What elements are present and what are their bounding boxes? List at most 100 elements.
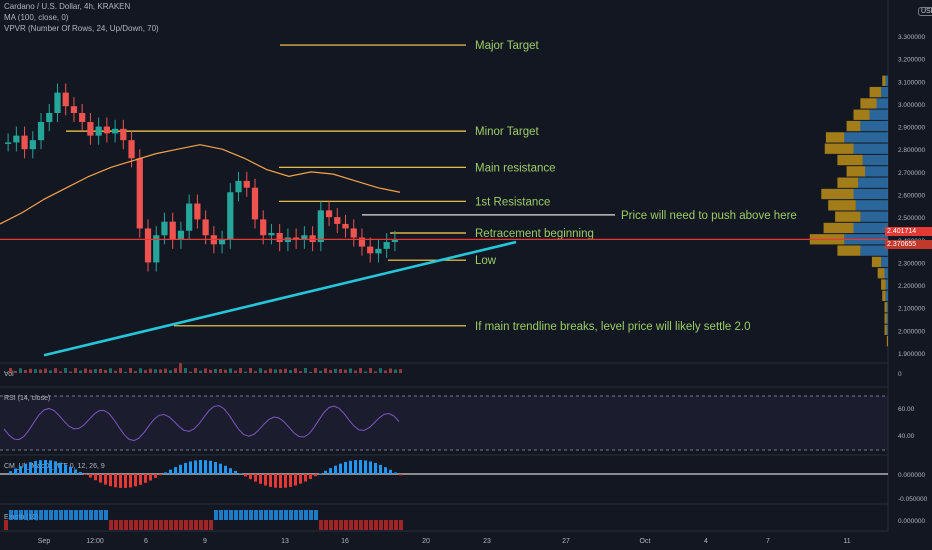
volume-bar — [389, 368, 392, 373]
time-axis-label: 12:00 — [86, 538, 104, 545]
vpvr-indicator-label[interactable]: VPVR (Number Of Rows, 24, Up/Down, 70) — [4, 24, 159, 33]
macd-histogram-bar — [124, 474, 127, 488]
volume-bar — [194, 368, 197, 373]
bottom-axis-label: 0.000000 — [898, 518, 925, 525]
volume-bar — [304, 368, 307, 373]
candle-body — [169, 221, 176, 240]
candle-body — [29, 140, 36, 150]
macd-histogram-bar — [29, 462, 32, 474]
volume-axis-label: 0 — [898, 371, 902, 378]
bottom-indicator-bar — [339, 520, 343, 530]
macd-histogram-bar — [139, 474, 142, 485]
bottom-indicator-bar — [44, 510, 48, 520]
volume-bar — [364, 371, 367, 373]
symbol-title: Cardano / U.S. Dollar, 4h, KRAKEN — [4, 2, 131, 11]
annotation-label: Main resistance — [475, 162, 556, 174]
macd-histogram-bar — [214, 462, 217, 474]
volume-bar — [139, 368, 142, 373]
annotation-label: If main trendline breaks, level price wi… — [475, 321, 750, 333]
bottom-indicator-bar — [379, 520, 383, 530]
vpvr-down-bar — [869, 109, 888, 120]
volume-bar — [334, 368, 337, 373]
macd-histogram-bar — [54, 461, 57, 474]
macd-histogram-bar — [94, 474, 97, 481]
price-axis-label: 2.500000 — [898, 215, 925, 222]
rsi-band — [0, 396, 888, 450]
bottom-indicator-bar — [154, 520, 158, 530]
macd-histogram-bar — [394, 472, 397, 474]
volume-bar — [234, 370, 237, 373]
macd-histogram-bar — [164, 472, 167, 474]
price-axis-label: 2.300000 — [898, 260, 925, 267]
bottom-indicator-bar — [309, 510, 313, 520]
macd-histogram-bar — [339, 463, 342, 474]
volume-bar — [159, 369, 162, 373]
macd-histogram-bar — [334, 465, 337, 474]
macd-histogram-bar — [24, 463, 27, 474]
macd-histogram-bar — [9, 471, 12, 474]
vpvr-up-bar — [846, 166, 865, 177]
vpvr-up-bar — [884, 302, 887, 313]
currency-badge[interactable]: USD — [918, 7, 932, 16]
volume-bar — [229, 368, 232, 373]
candle-body — [218, 239, 226, 245]
bottom-indicator-bar — [399, 520, 403, 530]
bottom-indicator-bar — [124, 520, 128, 530]
macd-histogram-bar — [14, 468, 17, 474]
volume-bar — [399, 369, 402, 373]
candle-body — [243, 180, 250, 188]
macd-histogram-bar — [49, 460, 52, 474]
bottom-indicator-bar — [364, 520, 368, 530]
volume-bar — [4, 372, 7, 373]
price-axis-label: 2.100000 — [898, 306, 925, 313]
vpvr-down-bar — [885, 75, 888, 86]
macd-histogram-bar — [374, 462, 377, 474]
vpvr-down-bar — [885, 279, 888, 290]
vpvr-up-bar — [884, 324, 887, 336]
bottom-indicator-bar — [99, 510, 103, 520]
ma-price-tag: 2.370655 — [885, 240, 932, 249]
macd-histogram-bar — [384, 467, 387, 474]
bottom-indicator-bar — [349, 520, 353, 530]
volume-bar — [149, 368, 152, 373]
candle-body — [235, 180, 242, 193]
candle-body — [177, 230, 185, 240]
volume-bar — [109, 368, 112, 373]
bottom-indicator-bar — [104, 510, 108, 520]
ma-indicator-label[interactable]: MA (100, close, 0) — [4, 13, 69, 22]
macd-histogram-bar — [324, 470, 327, 474]
volume-bar — [339, 369, 342, 373]
candle-body — [342, 223, 349, 229]
macd-histogram-bar — [234, 470, 237, 474]
volume-bar — [49, 370, 52, 373]
candle-body — [325, 210, 333, 218]
bottom-indicator-bar — [114, 520, 118, 530]
volume-bar — [59, 371, 62, 373]
volume-bar — [184, 368, 187, 373]
volume-bar — [99, 368, 102, 373]
macd-histogram-bar — [64, 464, 67, 474]
macd-histogram-bar — [194, 460, 197, 474]
candle-body — [276, 232, 283, 243]
candle-body — [54, 92, 61, 113]
vpvr-up-bar — [884, 313, 887, 324]
macd-histogram-bar — [144, 474, 147, 483]
vpvr-up-bar — [882, 290, 886, 302]
candle-body — [367, 246, 374, 254]
macd-histogram-bar — [104, 474, 107, 485]
vpvr-down-bar — [853, 222, 888, 234]
time-axis-label: 11 — [843, 538, 850, 545]
volume-bar — [124, 371, 127, 373]
bottom-indicator-bar — [289, 510, 293, 520]
macd-histogram-bar — [74, 469, 77, 474]
candle-body — [136, 158, 143, 229]
price-axis-label: 3.100000 — [898, 79, 925, 86]
bottom-indicator-bar — [179, 520, 183, 530]
volume-bar — [294, 368, 297, 373]
macd-histogram-bar — [169, 469, 172, 474]
price-axis-label: 1.900000 — [898, 351, 925, 358]
volume-bar — [134, 371, 137, 373]
vpvr-up-bar — [871, 256, 882, 268]
candle-body — [128, 140, 135, 159]
